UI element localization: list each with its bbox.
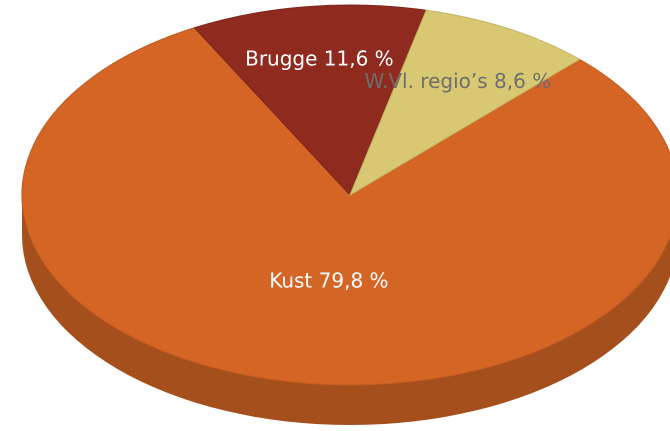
- slice-category: Brugge: [245, 46, 317, 70]
- slice-label: Brugge 11,6 %: [245, 46, 394, 70]
- slice-category: Kust: [269, 268, 312, 292]
- pie-slice: [193, 4, 427, 196]
- slice-value: 79,8 %: [319, 268, 389, 292]
- slice-category: W.Vl. regio’s: [365, 68, 488, 92]
- slice-value: 11,6 %: [324, 46, 394, 70]
- slice-label: W.Vl. regio’s 8,6 %: [365, 68, 552, 92]
- pie-side: [22, 195, 670, 425]
- pie-slice: [348, 9, 581, 197]
- slice-value: 8,6 %: [494, 68, 551, 92]
- pie-sides: [22, 195, 670, 425]
- pie-slices: [21, 4, 670, 386]
- slice-label: Kust 79,8 %: [269, 268, 388, 292]
- pie-slice: [21, 27, 670, 386]
